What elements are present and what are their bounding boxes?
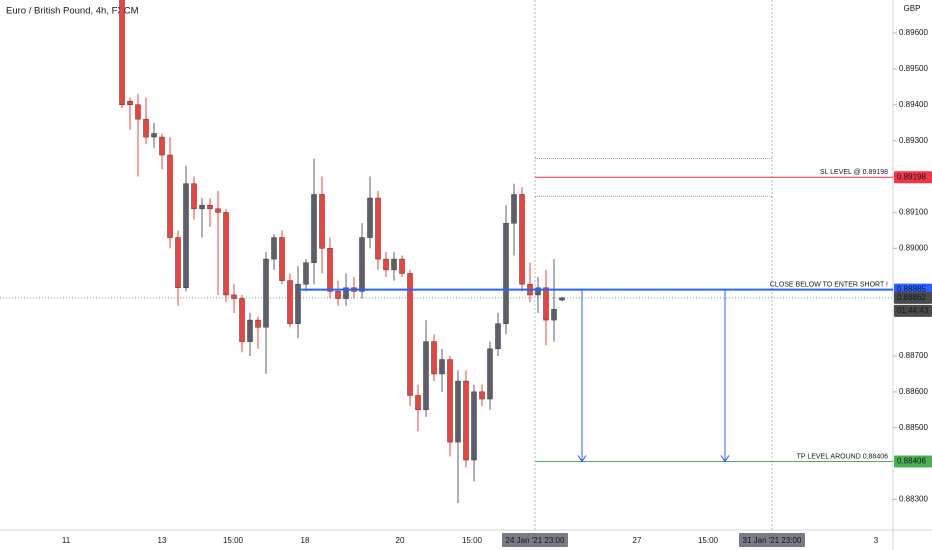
y-tick-label: 0.88300: [899, 495, 928, 504]
candle-body: [551, 309, 557, 321]
candle-body: [519, 194, 525, 285]
x-tick-label: 18: [301, 536, 310, 545]
x-tick-label: 15:00: [462, 536, 483, 545]
candle-body: [479, 391, 485, 400]
x-tick-label: 13: [158, 536, 167, 545]
x-tick-label: 27: [633, 536, 642, 545]
price-tag: [894, 291, 932, 304]
candle-body: [191, 183, 197, 210]
y-tick-label: 0.89500: [899, 64, 928, 73]
candle-body: [535, 287, 541, 296]
candle-body: [359, 237, 365, 292]
level-label: SL LEVEL @ 0.89198: [820, 169, 888, 176]
candle-body: [287, 280, 293, 324]
candle-body: [311, 194, 317, 263]
candle-body: [231, 294, 237, 299]
candle-body: [247, 319, 253, 342]
price-tag-label: 0.88885: [897, 285, 926, 294]
y-tick-label: 0.89100: [899, 208, 928, 217]
candle-body: [327, 248, 333, 292]
y-tick-label: 0.89400: [899, 100, 928, 109]
candle-body: [375, 197, 381, 260]
candle-body: [207, 205, 213, 210]
candle-body: [511, 194, 517, 224]
y-tick-label: 0.88700: [899, 351, 928, 360]
candle-body: [143, 118, 149, 138]
price-tag-label: 0.89198: [897, 172, 926, 181]
candle-body: [343, 287, 349, 299]
level-label: CLOSE BELOW TO ENTER SHORT !: [770, 281, 888, 288]
countdown-tag: [894, 304, 932, 317]
y-tick-label: 0.88600: [899, 387, 928, 396]
candle-body: [239, 298, 245, 342]
level-label: TP LEVEL AROUND 0.88406: [797, 453, 889, 460]
x-tick-label: 15:00: [223, 536, 244, 545]
price-tag: [894, 171, 932, 184]
candle-body: [215, 208, 221, 213]
candle-body: [199, 205, 205, 210]
candle-body: [455, 380, 461, 443]
candle-body: [223, 212, 229, 296]
y-tick-label: 0.89600: [899, 28, 928, 37]
currency-label: GBP: [904, 4, 921, 13]
candle-body: [439, 359, 445, 375]
candle-body: [255, 319, 261, 328]
candle-body: [391, 258, 397, 271]
candle-body: [407, 273, 413, 396]
candle-body: [383, 258, 389, 271]
candle-body: [415, 395, 421, 411]
candle-body: [127, 100, 133, 106]
chart-title: Euro / British Pound, 4h, FXCM: [6, 6, 139, 17]
candle-body: [279, 237, 285, 281]
countdown-label: 01:44:43: [897, 306, 929, 315]
crosshair-label: 24 Jan '21 23:00: [506, 536, 565, 545]
candle-body: [119, 0, 125, 106]
y-tick-label: 0.88500: [899, 423, 928, 432]
candle-body: [399, 258, 405, 274]
candle-body: [271, 237, 277, 260]
y-tick-label: 0.89300: [899, 136, 928, 145]
x-tick-label: 3: [874, 536, 879, 545]
candle-body: [471, 391, 477, 461]
candle-body: [503, 222, 509, 324]
candle-body: [135, 104, 141, 120]
candle-body: [295, 283, 301, 324]
candle-body: [543, 287, 549, 321]
crosshair-tag: [739, 533, 805, 547]
candle-body: [367, 197, 373, 238]
x-tick-label: 11: [62, 536, 71, 545]
candle-body: [431, 341, 437, 375]
x-tick-label: 20: [396, 536, 405, 545]
crosshair-label: 31 Jan '21 23:00: [743, 536, 802, 545]
candle-body: [487, 348, 493, 400]
candle-body: [167, 154, 173, 238]
candle-body: [423, 341, 429, 411]
candle-body: [463, 380, 469, 461]
candle-body: [335, 291, 341, 299]
arrow-head: [720, 455, 730, 463]
candle-body: [559, 297, 565, 301]
candle-body: [263, 258, 269, 328]
price-tag: [894, 455, 932, 468]
crosshair-tag: [502, 533, 568, 547]
candle-body: [319, 194, 325, 249]
price-tag-label: 0.88862: [897, 293, 926, 302]
candle-body: [151, 133, 157, 138]
arrow-head: [577, 455, 587, 463]
candle-body: [303, 262, 309, 285]
x-tick-label: 15:00: [698, 536, 719, 545]
price-tag-label: 0.88406: [897, 457, 926, 466]
y-tick-label: 0.89000: [899, 243, 928, 252]
candle-body: [447, 359, 453, 443]
candle-body: [159, 136, 165, 156]
candle-body: [495, 323, 501, 350]
candle-body: [175, 237, 181, 289]
candle-body: [183, 183, 189, 289]
